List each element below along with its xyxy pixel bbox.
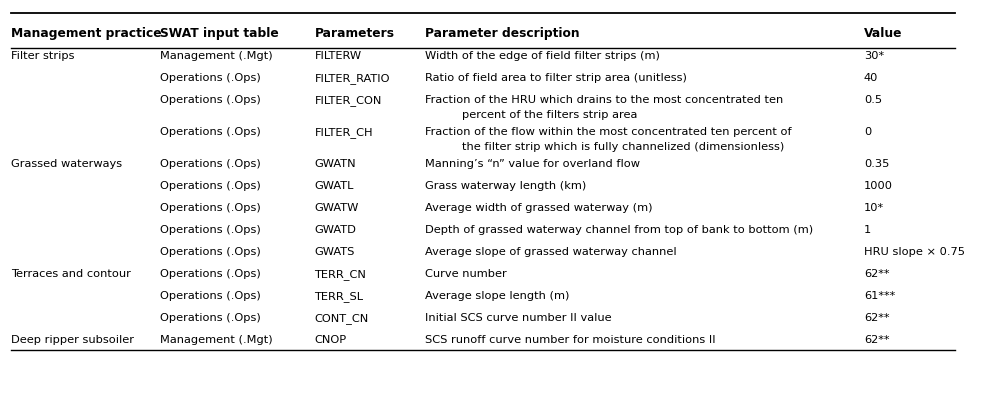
Text: Curve number: Curve number (425, 269, 507, 279)
Text: Grass waterway length (km): Grass waterway length (km) (425, 181, 586, 191)
Text: 10*: 10* (863, 203, 883, 213)
Text: 30*: 30* (863, 52, 883, 61)
Text: Initial SCS curve number II value: Initial SCS curve number II value (425, 313, 611, 323)
Text: Operations (.Ops): Operations (.Ops) (160, 225, 261, 235)
Text: Depth of grassed waterway channel from top of bank to bottom (m): Depth of grassed waterway channel from t… (425, 225, 812, 235)
Text: percent of the filters strip area: percent of the filters strip area (461, 110, 637, 120)
Text: HRU slope × 0.75: HRU slope × 0.75 (863, 247, 963, 257)
Text: Width of the edge of field filter strips (m): Width of the edge of field filter strips… (425, 52, 660, 61)
Text: Operations (.Ops): Operations (.Ops) (160, 95, 261, 105)
Text: TERR_SL: TERR_SL (315, 291, 363, 302)
Text: Fraction of the flow within the most concentrated ten percent of: Fraction of the flow within the most con… (425, 127, 791, 138)
Text: Operations (.Ops): Operations (.Ops) (160, 160, 261, 169)
Text: CONT_CN: CONT_CN (315, 313, 369, 324)
Text: Deep ripper subsoiler: Deep ripper subsoiler (11, 335, 134, 345)
Text: SCS runoff curve number for moisture conditions II: SCS runoff curve number for moisture con… (425, 335, 715, 345)
Text: the filter strip which is fully channelized (dimensionless): the filter strip which is fully channeli… (461, 142, 784, 152)
Text: GWATW: GWATW (315, 203, 359, 213)
Text: 62**: 62** (863, 269, 888, 279)
Text: Value: Value (863, 27, 901, 40)
Text: Operations (.Ops): Operations (.Ops) (160, 291, 261, 301)
Text: GWATL: GWATL (315, 181, 354, 191)
Text: SWAT input table: SWAT input table (160, 27, 279, 40)
Text: 0: 0 (863, 127, 870, 138)
Text: 62**: 62** (863, 313, 888, 323)
Text: CNOP: CNOP (315, 335, 346, 345)
Text: Operations (.Ops): Operations (.Ops) (160, 203, 261, 213)
Text: Filter strips: Filter strips (11, 52, 75, 61)
Text: GWATD: GWATD (315, 225, 356, 235)
Text: 0.5: 0.5 (863, 95, 880, 105)
Text: FILTERW: FILTERW (315, 52, 361, 61)
Text: Management practice: Management practice (11, 27, 162, 40)
Text: Average slope length (m): Average slope length (m) (425, 291, 569, 301)
Text: Parameter description: Parameter description (425, 27, 580, 40)
Text: Average width of grassed waterway (m): Average width of grassed waterway (m) (425, 203, 652, 213)
Text: Average slope of grassed waterway channel: Average slope of grassed waterway channe… (425, 247, 676, 257)
Text: Operations (.Ops): Operations (.Ops) (160, 73, 261, 84)
Text: Operations (.Ops): Operations (.Ops) (160, 247, 261, 257)
Text: Management (.Mgt): Management (.Mgt) (160, 52, 273, 61)
Text: Terraces and contour: Terraces and contour (11, 269, 131, 279)
Text: Operations (.Ops): Operations (.Ops) (160, 269, 261, 279)
Text: Operations (.Ops): Operations (.Ops) (160, 127, 261, 138)
Text: GWATS: GWATS (315, 247, 355, 257)
Text: 40: 40 (863, 73, 878, 84)
Text: FILTER_CH: FILTER_CH (315, 127, 373, 138)
Text: Manning’s “n” value for overland flow: Manning’s “n” value for overland flow (425, 160, 640, 169)
Text: 62**: 62** (863, 335, 888, 345)
Text: Operations (.Ops): Operations (.Ops) (160, 313, 261, 323)
Text: Ratio of field area to filter strip area (unitless): Ratio of field area to filter strip area… (425, 73, 686, 84)
Text: 61***: 61*** (863, 291, 894, 301)
Text: 1000: 1000 (863, 181, 892, 191)
Text: Grassed waterways: Grassed waterways (11, 160, 122, 169)
Text: Parameters: Parameters (315, 27, 394, 40)
Text: TERR_CN: TERR_CN (315, 269, 366, 280)
Text: Fraction of the HRU which drains to the most concentrated ten: Fraction of the HRU which drains to the … (425, 95, 783, 105)
Text: GWATN: GWATN (315, 160, 356, 169)
Text: FILTER_RATIO: FILTER_RATIO (315, 73, 389, 84)
Text: FILTER_CON: FILTER_CON (315, 95, 382, 106)
Text: Operations (.Ops): Operations (.Ops) (160, 181, 261, 191)
Text: 0.35: 0.35 (863, 160, 888, 169)
Text: 1: 1 (863, 225, 870, 235)
Text: Management (.Mgt): Management (.Mgt) (160, 335, 273, 345)
